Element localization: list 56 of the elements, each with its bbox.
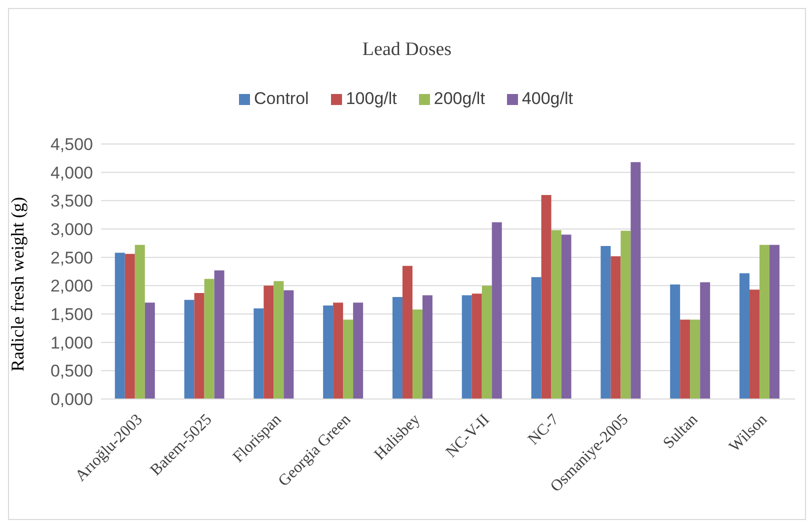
bar: [620, 230, 631, 399]
bar: [769, 244, 780, 399]
y-tick-label: 0,500: [50, 362, 93, 381]
bar: [412, 309, 422, 399]
bar: [323, 306, 334, 399]
bar: [749, 290, 760, 399]
bar: [274, 281, 284, 399]
bar: [254, 308, 264, 399]
bar: [333, 302, 344, 399]
y-tick-label: 0,000: [50, 390, 93, 410]
bar: [472, 294, 482, 399]
bar: [670, 284, 680, 399]
legend-label: 200g/lt: [434, 89, 485, 108]
bar: [600, 246, 611, 399]
bar: [492, 222, 502, 399]
bar: [204, 278, 214, 399]
bar: [422, 295, 432, 399]
bar: [482, 286, 492, 399]
bar: [700, 282, 710, 399]
bar: [353, 302, 364, 399]
bar: [194, 293, 204, 399]
bar: [630, 162, 641, 399]
bar: [759, 244, 770, 399]
bar: [680, 320, 690, 399]
y-tick-label: 4,500: [50, 135, 93, 154]
legend-label: 100g/lt: [346, 89, 397, 108]
y-tick-label: 4,000: [50, 163, 93, 182]
bar: [134, 244, 145, 399]
bar: [214, 270, 224, 399]
y-tick-label: 2,500: [50, 248, 93, 268]
legend-label: Control: [254, 89, 309, 108]
bar: [392, 297, 402, 399]
y-tick-label: 3,000: [50, 220, 93, 240]
bar: [402, 266, 412, 399]
bar: [462, 295, 472, 399]
bar: [114, 252, 125, 399]
bar: [739, 273, 750, 399]
bar: [343, 320, 354, 399]
y-axis-title: Radicle fresh weight (g): [7, 197, 28, 372]
bar: [561, 234, 572, 399]
chart-title: Lead Doses: [361, 39, 453, 61]
bar: [144, 302, 155, 399]
legend-label: 400g/lt: [522, 89, 573, 108]
y-tick-label: 3,500: [50, 192, 93, 211]
bar: [284, 290, 294, 399]
bar: [690, 320, 700, 399]
bar: [531, 277, 542, 399]
bar: [184, 300, 194, 399]
bar: [541, 195, 552, 399]
bar: [264, 286, 274, 399]
bar: [124, 254, 135, 399]
bar: [551, 230, 562, 399]
bar: [610, 256, 621, 399]
y-tick-label: 1,500: [50, 305, 93, 324]
y-tick-label: 2,000: [50, 276, 93, 296]
y-tick-label: 1,000: [50, 333, 93, 352]
